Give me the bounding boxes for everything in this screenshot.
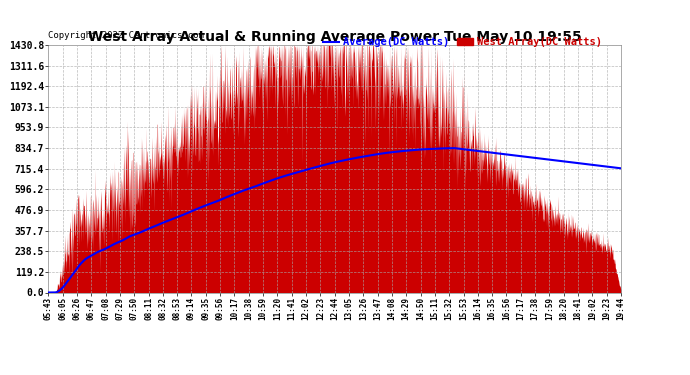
- Text: Copyright 2022 Cartronics.com: Copyright 2022 Cartronics.com: [48, 32, 204, 40]
- Legend: Average(DC Watts), West Array(DC Watts): Average(DC Watts), West Array(DC Watts): [321, 35, 604, 50]
- Title: West Array Actual & Running Average Power Tue May 10 19:55: West Array Actual & Running Average Powe…: [88, 30, 582, 44]
